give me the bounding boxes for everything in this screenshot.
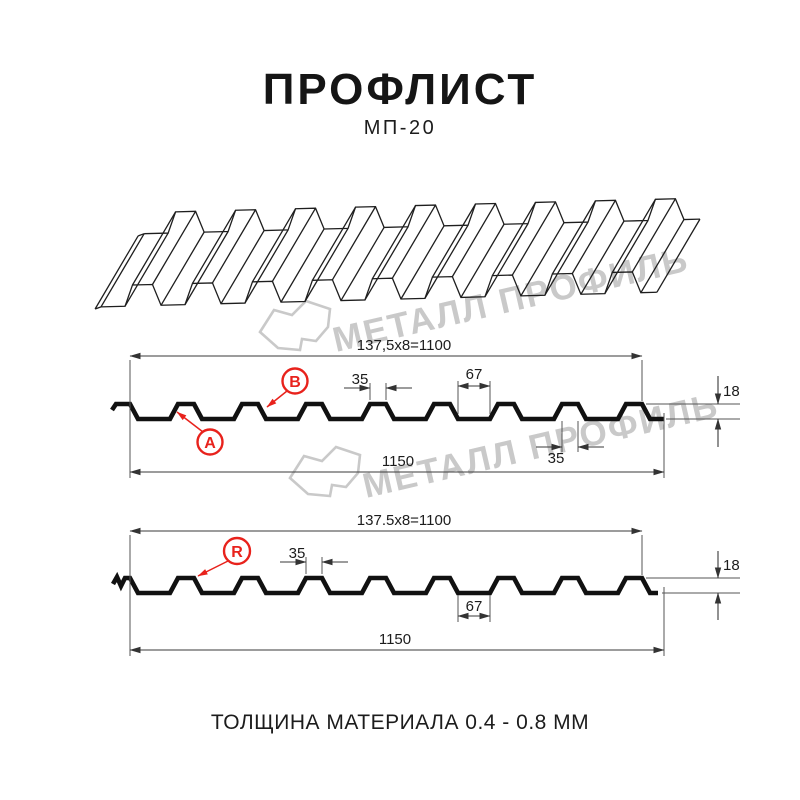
sheet-3d-rib-line bbox=[520, 222, 565, 297]
sheet-3d-rib-line bbox=[211, 209, 257, 284]
profile-section-front: 137,5x8=1100 35 67 18 35 1150 B bbox=[110, 337, 740, 478]
profile-outline bbox=[111, 571, 658, 596]
sheet-3d-rib-line bbox=[100, 233, 145, 308]
page-subtitle: МП-20 bbox=[364, 117, 436, 139]
dim-pitch-label: 137.5x8=1100 bbox=[357, 512, 451, 529]
sheet-3d-rib-line bbox=[251, 208, 297, 283]
callout-r-label: R bbox=[231, 544, 243, 561]
dim-valley-label: 67 bbox=[466, 366, 483, 383]
sheet-3d-rib-line bbox=[451, 203, 497, 277]
dim-rib-bottom-label: 35 bbox=[548, 450, 565, 467]
sheet-3d-view bbox=[94, 198, 701, 310]
sheet-3d-rib-line bbox=[424, 224, 469, 299]
sheet-3d-rib-line bbox=[640, 219, 685, 294]
metall-profil-logo-icon bbox=[258, 299, 332, 352]
sheet-3d-rib-line bbox=[656, 218, 701, 293]
dim-pitch-label: 137,5x8=1100 bbox=[357, 337, 451, 354]
sheet-3d-rib-line bbox=[460, 223, 505, 298]
sheet-3d-rib-line bbox=[491, 202, 537, 276]
dim-rib-top-label: 35 bbox=[289, 545, 306, 562]
sheet-3d-rib-line bbox=[331, 206, 377, 281]
sheet-3d-rib-line bbox=[131, 211, 177, 286]
profile-outline bbox=[110, 401, 664, 422]
sheet-3d-rib-line bbox=[580, 220, 625, 295]
sheet-3d-rib-line bbox=[124, 232, 169, 307]
sheet-3d-rib-line bbox=[151, 211, 197, 285]
sheet-3d-rib-line bbox=[311, 206, 357, 281]
sheet-3d-rib-line bbox=[364, 226, 409, 301]
callout-b-circle bbox=[281, 367, 309, 395]
sheet-3d-rib-line bbox=[280, 228, 325, 303]
profile-section-reverse: 137.5x8=1100 35 67 18 1150 R bbox=[111, 512, 740, 656]
sheet-3d-rib-line bbox=[94, 235, 139, 310]
sheet-3d-rib-line bbox=[271, 207, 317, 282]
sheet-3d-rib-line bbox=[304, 228, 349, 302]
sheet-3d-rib-line bbox=[551, 200, 597, 275]
material-thickness-note: ТОЛЩИНА МАТЕРИАЛА 0.4 - 0.8 ММ bbox=[211, 711, 589, 734]
sheet-3d-rib-line bbox=[400, 225, 445, 300]
sheet-3d-rib-line bbox=[391, 204, 437, 279]
sheet-3d-rib-line bbox=[94, 306, 102, 310]
sheet-3d-edge bbox=[101, 271, 657, 308]
dim-total-width-label: 1150 bbox=[379, 631, 411, 648]
sheet-3d-rib-line bbox=[191, 209, 237, 284]
sheet-3d-rib-line bbox=[137, 233, 145, 237]
sheet-3d-rib-line bbox=[244, 229, 289, 304]
dim-height-label: 18 bbox=[723, 557, 740, 574]
callout-a-circle bbox=[196, 428, 224, 456]
dim-height-label: 18 bbox=[723, 383, 740, 400]
sheet-3d-rib-line bbox=[511, 201, 557, 276]
sheet-3d-rib-line bbox=[160, 231, 205, 306]
callout-r-circle bbox=[222, 536, 252, 566]
page-title: ПРОФЛИСТ bbox=[263, 65, 538, 114]
sheet-3d-rib-line bbox=[431, 203, 477, 278]
sheet-3d-rib-line bbox=[571, 200, 616, 274]
sheet-3d-rib-line bbox=[184, 231, 229, 305]
dim-rib-top-label: 35 bbox=[352, 371, 369, 388]
sheet-3d-rib-line bbox=[611, 198, 656, 273]
sheet-3d-rib-line bbox=[631, 198, 676, 273]
sheet-3d-rib-line bbox=[340, 227, 385, 301]
sheet-3d-edge bbox=[144, 198, 700, 235]
callout-b-label: B bbox=[289, 374, 301, 391]
sheet-3d-rib-line bbox=[484, 223, 529, 298]
sheet-3d-rib-line bbox=[220, 230, 265, 305]
sheet-3d-rib-line bbox=[371, 205, 417, 280]
sheet-3d-rib-line bbox=[544, 221, 589, 296]
callout-a-label: A bbox=[204, 435, 216, 452]
dim-total-width-label: 1150 bbox=[382, 453, 414, 470]
sheet-3d-rib-line bbox=[604, 220, 649, 294]
dim-valley-label: 67 bbox=[466, 598, 483, 615]
